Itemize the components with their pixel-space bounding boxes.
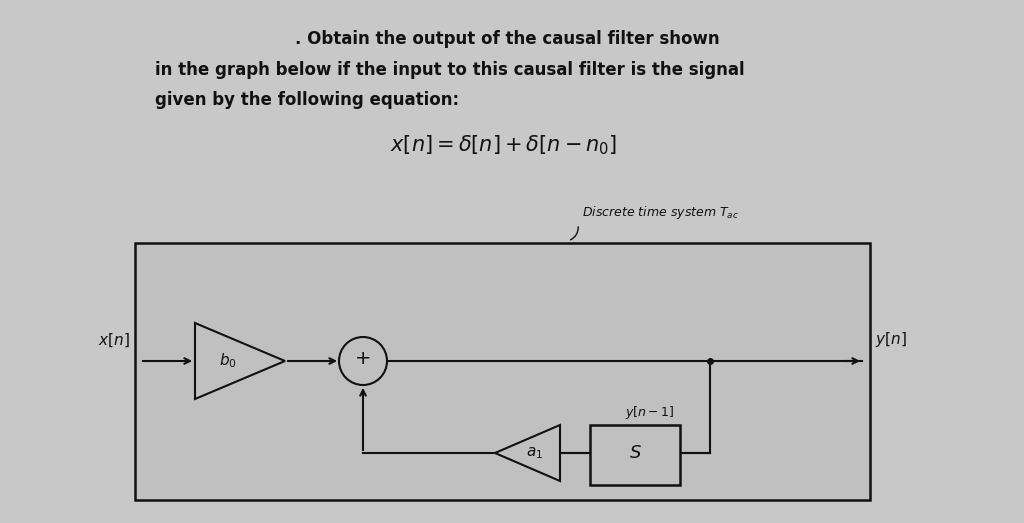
Text: $x[n] = \delta[n] + \delta[n - n_0]$: $x[n] = \delta[n] + \delta[n - n_0]$ xyxy=(390,133,617,156)
Text: $x[n]$: $x[n]$ xyxy=(98,332,130,349)
FancyArrowPatch shape xyxy=(570,227,579,240)
Text: Discrete time system $T_{ac}$: Discrete time system $T_{ac}$ xyxy=(582,204,739,221)
Polygon shape xyxy=(195,323,285,399)
Bar xyxy=(135,243,870,500)
Text: given by the following equation:: given by the following equation: xyxy=(155,91,459,109)
Polygon shape xyxy=(495,425,560,481)
Text: . Obtain the output of the causal filter shown: . Obtain the output of the causal filter… xyxy=(295,30,720,48)
Text: $b_0$: $b_0$ xyxy=(219,351,237,370)
Circle shape xyxy=(339,337,387,385)
Text: $a_1$: $a_1$ xyxy=(526,445,544,461)
Text: $y[n-1]$: $y[n-1]$ xyxy=(625,404,675,421)
Text: $y[n]$: $y[n]$ xyxy=(874,330,906,349)
Text: +: + xyxy=(354,349,372,369)
Text: in the graph below if the input to this causal filter is the signal: in the graph below if the input to this … xyxy=(155,61,744,79)
Bar xyxy=(590,425,680,485)
Text: $S$: $S$ xyxy=(629,444,641,462)
